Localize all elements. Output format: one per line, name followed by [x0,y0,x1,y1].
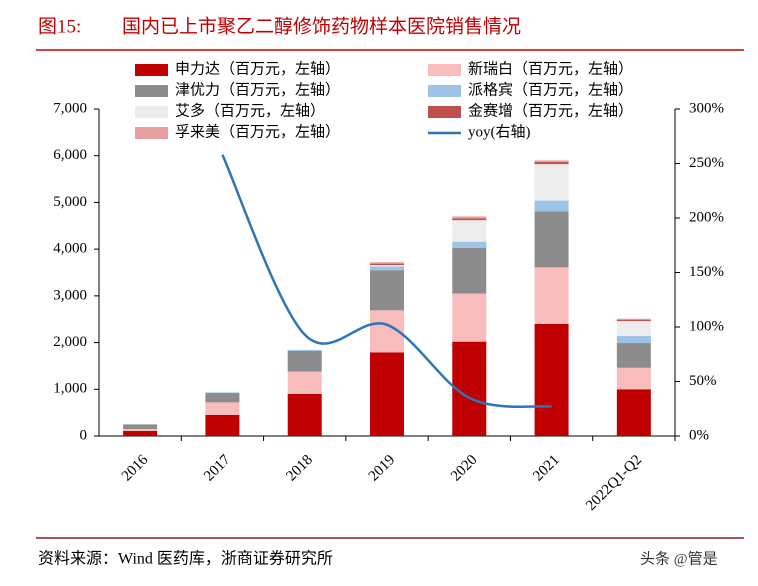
y2-tick-label: 50% [689,373,717,389]
x-tick-label: 2021 [530,452,563,485]
bar-segment [534,323,569,436]
bar-segment [534,267,569,324]
y2-tick-label: 100% [689,318,724,334]
y2-tick-label: 200% [689,209,724,225]
watermark: 头条 @管是 [640,550,718,567]
chart-title: 国内已上市聚乙二醇修饰药物样本医院销售情况 [122,15,521,37]
x-tick-label: 2016 [119,452,152,485]
bar-segment [370,262,404,264]
bar-segment [123,428,158,431]
bar-segment [616,343,651,368]
bar-segment [534,211,569,268]
x-tick-label: 2020 [448,452,481,485]
line [221,154,552,409]
y2-tick-label: 300% [689,100,724,116]
legend-swatch [428,64,461,76]
y2-tick-label: 250% [689,155,724,171]
bar-segment [205,414,240,436]
legend-swatch [135,64,168,76]
legend-swatch [135,106,168,118]
y-tick-label: 3,000 [53,287,87,303]
legend-label: 新瑞白（百万元，左轴） [468,60,633,77]
bar-segment [287,371,322,394]
x-tick-label: 2018 [283,452,316,485]
y2-tick-label: 0% [689,427,709,443]
bar-segment [287,350,322,351]
legend-label: 孚来美（百万元，左轴） [175,123,340,140]
y-tick-label: 4,000 [53,241,87,257]
y-tick-label: 5,000 [53,194,87,210]
legend-label: 派格宾（百万元，左轴） [468,81,633,98]
bar-segment [616,389,651,436]
y-tick-label: 1,000 [53,381,87,397]
bar-segment [534,200,569,212]
legend-swatch [428,106,461,118]
source: 资料来源：Wind 医药库，浙商证券研究所 [38,550,333,568]
x-tick-label: 2017 [201,452,234,485]
figure-label: 图15: [38,16,81,37]
bar-segment [370,263,404,266]
bar-segment [370,266,404,271]
bar-segment [205,393,240,403]
x-tick-label: 2022Q1-Q2 [583,452,645,514]
bar-segment [616,321,651,337]
bar-segment [452,241,487,248]
bar-segment [287,393,322,436]
bar-segment [287,350,322,372]
y-tick-label: 6,000 [53,147,87,163]
bar-segment [452,218,487,221]
y-tick-label: 2,000 [53,334,87,350]
bar-segment [616,367,651,390]
bar-segment [370,352,404,436]
bar-segment [205,402,240,415]
legend-swatch [135,85,168,97]
x-tick-label: 2019 [366,452,399,485]
y2-tick-label: 150% [689,264,724,280]
bar-segment [616,319,651,322]
bar-segment [534,160,569,162]
bar-segment [123,424,158,429]
bar-segment [370,265,404,267]
bar-segment [123,430,158,436]
bar-segment [452,247,487,294]
bar-segment [534,161,569,165]
bar-segment [534,164,569,201]
y-tick-label: 0 [80,427,88,443]
bar-segment [616,336,651,344]
bar-segment [616,318,651,320]
legend-label: yoy(右轴) [468,123,531,140]
bar-segment [452,293,487,342]
bar-segment [452,220,487,242]
legend-swatch [428,85,461,97]
legend-label: 申力达（百万元，左轴） [175,60,340,77]
legend-label: 津优力（百万元，左轴） [175,81,340,98]
legend-label: 艾多（百万元，左轴） [175,102,325,119]
bar-segment [370,270,404,311]
bar-segment [452,216,487,219]
y-tick-label: 7,000 [53,100,87,116]
legend-swatch [135,127,168,139]
legend-label: 金赛增（百万元，左轴） [468,102,633,119]
